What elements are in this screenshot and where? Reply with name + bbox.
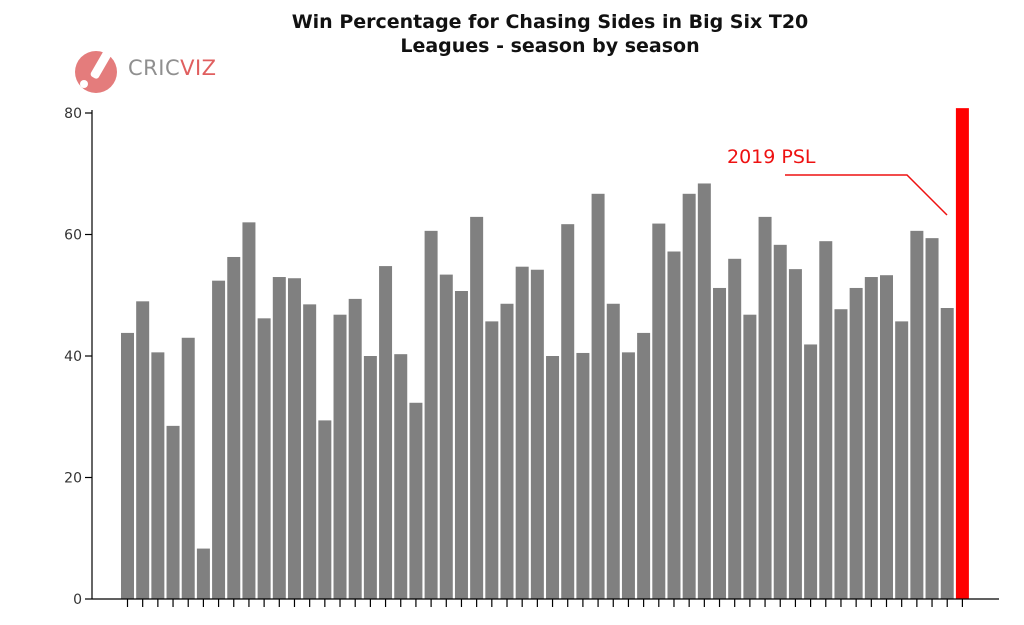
bar	[530, 269, 544, 599]
bar	[166, 425, 180, 599]
bar	[682, 193, 696, 600]
bar	[819, 241, 833, 599]
bar	[561, 224, 575, 600]
y-tick-label: 0	[73, 592, 82, 608]
bar	[181, 337, 195, 599]
bar	[591, 193, 605, 600]
y-axis: 0 20 40 60 80	[64, 106, 93, 608]
bar	[637, 332, 651, 599]
highlight-leader-line	[785, 174, 948, 216]
bar	[788, 269, 802, 599]
y-tick-label: 80	[64, 106, 82, 122]
bar	[667, 251, 681, 599]
bar	[515, 266, 529, 599]
bar	[576, 352, 590, 599]
bar	[409, 402, 423, 599]
highlight-annotation: 2019 PSL	[727, 146, 948, 216]
bar	[470, 216, 484, 599]
highlight-label: 2019 PSL	[727, 146, 816, 168]
bar	[773, 244, 787, 599]
bar	[546, 356, 560, 599]
logo-text-cric: CRIC	[128, 56, 181, 80]
bar	[500, 303, 514, 599]
bar	[272, 277, 286, 599]
bar	[697, 183, 711, 599]
bar	[196, 548, 210, 599]
bar	[439, 274, 453, 599]
bar	[379, 266, 393, 599]
bar	[895, 321, 909, 599]
y-tick-label: 40	[64, 349, 82, 365]
bar	[303, 304, 317, 599]
bar	[910, 230, 924, 600]
bar	[136, 301, 150, 599]
bar	[743, 314, 757, 599]
bar	[257, 318, 271, 599]
bar	[925, 238, 939, 599]
bar	[318, 420, 332, 599]
y-tick-label: 60	[64, 228, 82, 244]
bar	[348, 298, 362, 599]
bar	[394, 354, 408, 599]
chart-title-line-1: Win Percentage for Chasing Sides in Big …	[291, 11, 809, 33]
bar	[151, 352, 165, 599]
bar	[880, 275, 893, 599]
bar	[121, 332, 134, 599]
bar	[287, 278, 301, 599]
bar	[834, 309, 848, 599]
cricviz-logo: CRICVIZ	[72, 42, 242, 98]
bar	[454, 290, 468, 599]
bar	[212, 280, 226, 599]
bar	[652, 223, 666, 599]
bar	[728, 258, 742, 599]
logo-wordmark: CRICVIZ	[128, 56, 217, 80]
bar	[940, 308, 954, 599]
bar	[804, 344, 818, 599]
bars-group	[121, 108, 969, 600]
bar	[849, 287, 863, 599]
highlight-bar	[955, 108, 969, 599]
bar	[864, 277, 878, 599]
y-tick-label: 20	[64, 471, 82, 487]
bar	[606, 303, 620, 599]
bar	[363, 356, 377, 599]
bar	[713, 287, 727, 599]
bar	[424, 230, 438, 600]
bar	[485, 321, 499, 599]
bar	[242, 222, 256, 599]
chart-title: Win Percentage for Chasing Sides in Big …	[240, 10, 860, 58]
bar	[621, 352, 635, 599]
logo-text-viz: VIZ	[180, 56, 217, 80]
bar	[333, 314, 347, 599]
chart-title-line-2: Leagues - season by season	[400, 35, 700, 57]
bar	[758, 216, 772, 599]
cricket-bat-ball-icon	[75, 46, 117, 93]
x-axis	[92, 598, 999, 607]
bar	[227, 256, 241, 599]
